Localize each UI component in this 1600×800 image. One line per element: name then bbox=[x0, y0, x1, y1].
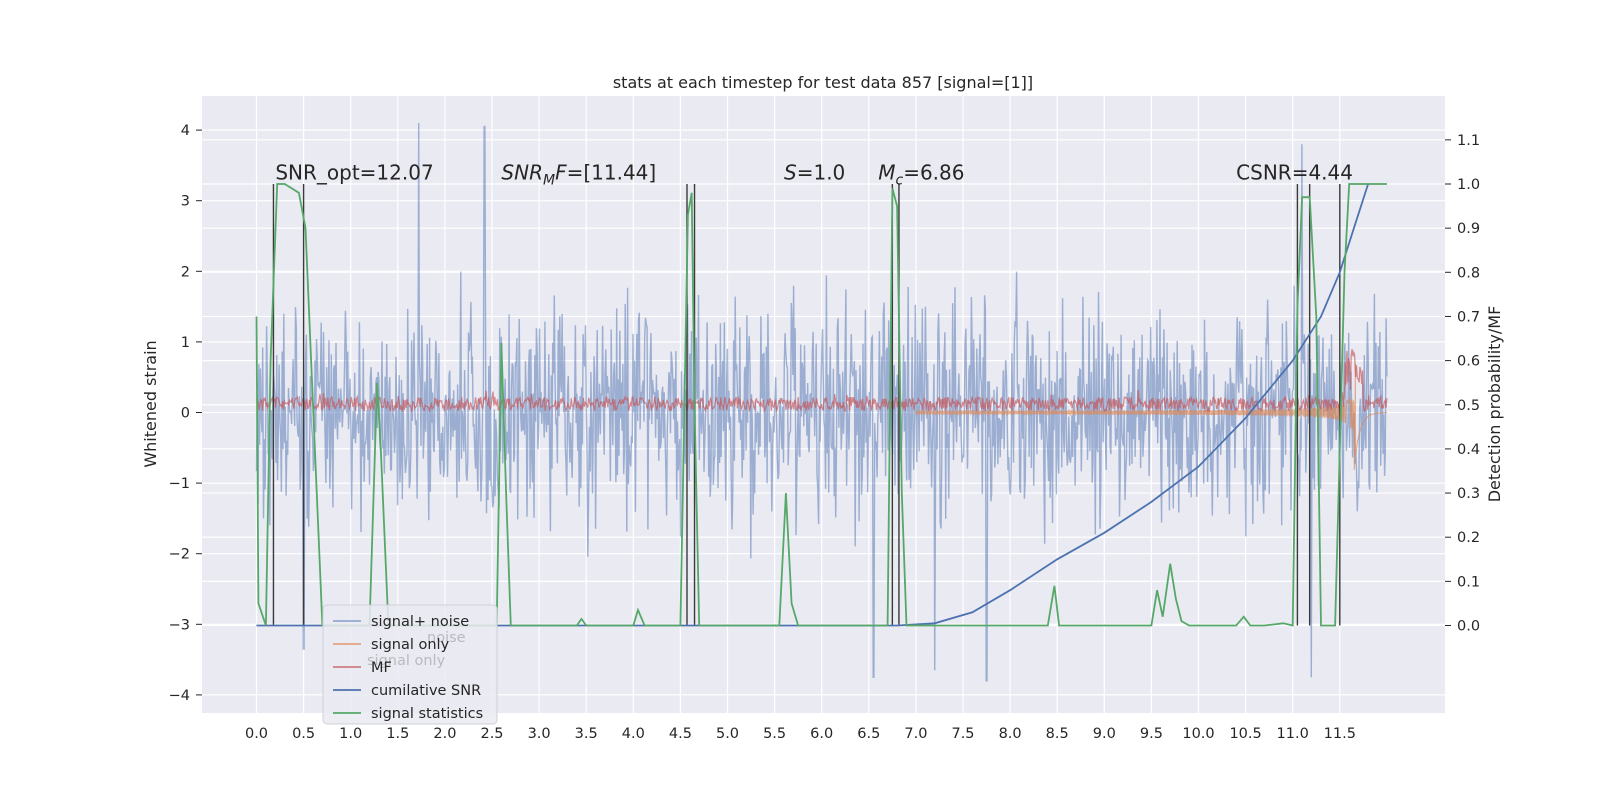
y-tick-label: −1 bbox=[169, 476, 190, 492]
x-tick-label: 4.0 bbox=[622, 726, 645, 742]
x-tick-label: 3.5 bbox=[575, 726, 598, 742]
y2-tick-label: 0.9 bbox=[1457, 221, 1480, 237]
legend-box bbox=[322, 604, 498, 725]
x-tick-label: 1.0 bbox=[339, 726, 362, 742]
x-tick-label: 10.5 bbox=[1229, 726, 1261, 742]
x-tick-label: 5.0 bbox=[716, 726, 739, 742]
annotation-text: S=1.0 bbox=[784, 161, 845, 185]
annotation-text: CSNR=4.44 bbox=[1236, 161, 1353, 185]
y2-tick-label: 1.0 bbox=[1457, 177, 1480, 193]
x-tick-label: 7.0 bbox=[904, 726, 927, 742]
legend-entry-label: signal statistics bbox=[371, 706, 483, 722]
x-tick-label: 9.0 bbox=[1093, 726, 1116, 742]
annotation-text: Mc=6.86 bbox=[878, 161, 964, 189]
x-tick-label: 6.0 bbox=[810, 726, 833, 742]
y-tick-label: 2 bbox=[181, 264, 190, 280]
x-tick-label: 6.5 bbox=[857, 726, 880, 742]
x-tick-label: 0.0 bbox=[245, 726, 268, 742]
legend-entry-label: signal+ noise bbox=[371, 614, 469, 630]
y-tick-label: −4 bbox=[169, 688, 190, 704]
legend-entry-label: cumilative SNR bbox=[371, 683, 481, 699]
y-tick-label: 4 bbox=[181, 123, 190, 139]
legend-entry-label: MF bbox=[371, 660, 392, 676]
tick-labels: 0.0 0.5 1.0 1.5 2.0 2.5 3.0 3.5 4.0 4.5 5.0 5.5 6.0 6… bbox=[169, 123, 1480, 742]
y2-tick-label: 0.8 bbox=[1457, 265, 1480, 281]
series-cumulative-snr-line bbox=[256, 183, 1369, 627]
series-signal-statistics-line bbox=[255, 183, 1387, 627]
y-tick-label: 3 bbox=[181, 194, 190, 210]
annotation-text: SNRMF=[11.44] bbox=[501, 161, 656, 189]
series-signal-only-line bbox=[915, 363, 1387, 470]
y2-tick-label: 1.1 bbox=[1457, 133, 1480, 149]
y2-tick-label: 0.6 bbox=[1457, 354, 1480, 370]
x-tick-label: 11.0 bbox=[1277, 726, 1309, 742]
legend-entry-label: signal only bbox=[371, 637, 450, 653]
y2-axis-label: Detection probability/MF bbox=[1485, 306, 1504, 503]
x-tick-label: 1.5 bbox=[386, 726, 409, 742]
y-tick-label: −2 bbox=[169, 547, 190, 563]
x-tick-label: 0.5 bbox=[292, 726, 315, 742]
y2-tick-label: 0.2 bbox=[1457, 530, 1480, 546]
x-tick-label: 3.0 bbox=[528, 726, 551, 742]
series-mf-line bbox=[255, 349, 1388, 414]
chart-title: stats at each timestep for test data 857… bbox=[613, 73, 1033, 92]
x-tick-label: 4.5 bbox=[669, 726, 692, 742]
x-tick-label: 2.0 bbox=[433, 726, 456, 742]
y-tick-label: 1 bbox=[181, 335, 190, 351]
x-tick-label: 8.5 bbox=[1046, 726, 1069, 742]
y2-tick-label: 0.0 bbox=[1457, 619, 1480, 635]
legend-ghost-text: signal only bbox=[367, 653, 446, 669]
x-tick-label: 2.5 bbox=[480, 726, 503, 742]
x-tick-label: 10.0 bbox=[1182, 726, 1214, 742]
x-tick-label: 5.5 bbox=[763, 726, 786, 742]
y2-tick-label: 0.7 bbox=[1457, 309, 1480, 325]
x-tick-label: 8.0 bbox=[999, 726, 1022, 742]
series-layer bbox=[255, 122, 1388, 682]
y-axis-label: Whitened strain bbox=[141, 340, 160, 467]
y2-tick-label: 0.5 bbox=[1457, 398, 1480, 414]
y2-tick-label: 0.4 bbox=[1457, 442, 1480, 458]
x-tick-label: 11.5 bbox=[1324, 726, 1356, 742]
annotations: SNR_opt=12.07 SNRMF=[11.44] S=1.0 Mc=6.86 CS… bbox=[275, 161, 1353, 189]
annotation-text: SNR_opt=12.07 bbox=[275, 161, 433, 185]
legend-ghost-text: noise bbox=[427, 630, 466, 646]
y-tick-label: 0 bbox=[181, 406, 190, 422]
y2-tick-label: 0.3 bbox=[1457, 486, 1480, 502]
y2-tick-label: 0.1 bbox=[1457, 574, 1480, 590]
x-tick-label: 7.5 bbox=[951, 726, 974, 742]
x-tick-label: 9.5 bbox=[1140, 726, 1163, 742]
y-tick-label: −3 bbox=[169, 617, 190, 633]
